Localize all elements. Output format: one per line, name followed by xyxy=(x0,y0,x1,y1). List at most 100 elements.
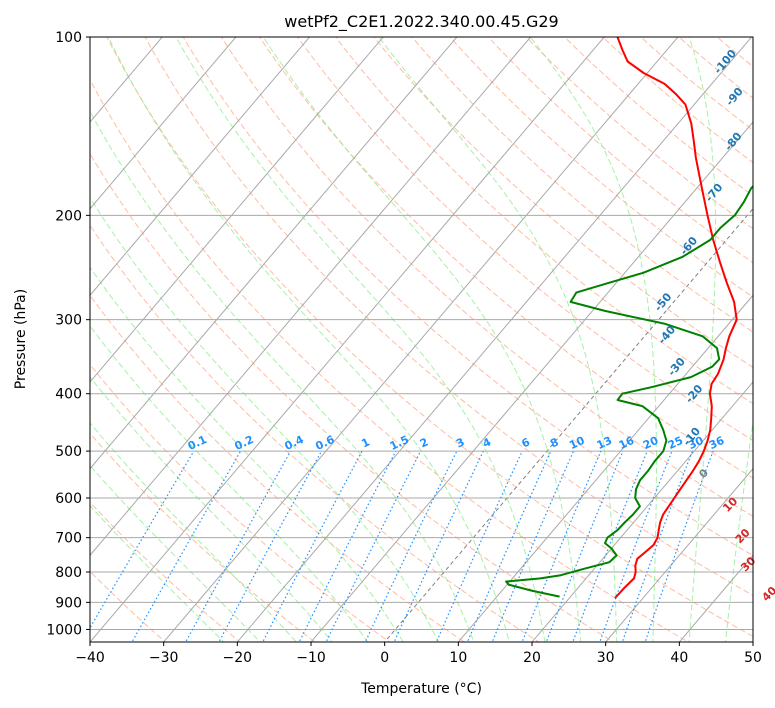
mixing-ratio-line xyxy=(364,450,458,642)
dry-adiabat-line xyxy=(449,37,753,298)
y-tick-label: 300 xyxy=(55,313,82,329)
y-tick-label: 500 xyxy=(55,444,82,460)
y-tick-label: 400 xyxy=(55,387,82,403)
dry-adiabat-line xyxy=(144,37,753,597)
dry-adiabat-label: -70 xyxy=(703,181,726,205)
dry-adiabat-line xyxy=(90,363,391,642)
moist-adiabat-line xyxy=(90,504,225,642)
dry-adiabat-line xyxy=(90,224,540,642)
x-tick-label: 50 xyxy=(744,650,762,666)
mixing-ratio-label: 25 xyxy=(666,434,685,452)
dry-adiabat-label: -60 xyxy=(677,234,700,258)
mixing-ratio-label: 13 xyxy=(595,434,614,452)
mixing-ratio-line xyxy=(521,450,602,642)
mixing-ratio-label: 0.2 xyxy=(233,433,256,453)
dry-adiabat-line xyxy=(678,37,753,99)
mixing-ratio-label: 16 xyxy=(617,434,637,452)
mixing-ratio-line xyxy=(599,450,673,642)
isotherm-line xyxy=(605,467,753,642)
isotherm-line xyxy=(310,121,753,642)
x-tick-label: 10 xyxy=(449,650,467,666)
moist-adiabat-line xyxy=(725,418,753,642)
mixing-ratio-label: 1.5 xyxy=(388,433,411,453)
isotherm-line xyxy=(163,37,679,642)
mixing-ratio-line xyxy=(218,450,323,642)
mixing-ratio-line xyxy=(185,450,292,642)
dry-adiabat-line xyxy=(297,37,753,442)
dry-adiabat-line xyxy=(182,37,753,557)
dry-adiabat-line xyxy=(90,294,466,642)
isotherm-line xyxy=(90,37,532,557)
y-axis-label: Pressure (hPa) xyxy=(13,289,29,389)
dry-adiabat-label: -20 xyxy=(683,382,706,406)
moist-adiabat-label: 40 xyxy=(759,584,775,604)
moist-adiabat-line xyxy=(262,37,582,642)
dry-adiabat-label: -80 xyxy=(722,130,745,154)
data-series xyxy=(505,37,753,599)
mixing-ratio-label: 4 xyxy=(481,435,494,450)
y-axis: 100 200 300 400 500 600 700 800 900 1000 xyxy=(46,30,90,638)
moist-adiabat-label: 0 xyxy=(696,466,711,481)
moist-adiabat-line xyxy=(90,422,297,642)
mixing-ratio-label: 1 xyxy=(359,435,371,450)
isotherm-line xyxy=(752,641,753,642)
mixing-ratio-label: 8 xyxy=(548,435,560,450)
x-axis: −40 −30 −20 −10 0 10 20 30 40 50 xyxy=(75,642,762,666)
dry-adiabat-line xyxy=(716,37,753,68)
mixing-ratio-label: 0.4 xyxy=(283,433,306,453)
dewpoint-profile-line xyxy=(505,184,753,598)
plot-frame xyxy=(89,36,754,643)
isotherm-line xyxy=(384,207,753,642)
y-tick-label: 100 xyxy=(55,30,82,46)
moist-adiabat-line xyxy=(90,110,475,642)
x-tick-label: 30 xyxy=(597,650,615,666)
x-tick-label: −40 xyxy=(75,650,105,666)
mixing-ratio-line xyxy=(325,450,422,642)
moist-adiabat-label: 10 xyxy=(720,494,740,514)
mixing-ratio-label: 0.1 xyxy=(186,433,209,453)
mixing-ratio-line xyxy=(298,450,397,642)
isotherm-line xyxy=(236,37,753,642)
dry-adiabat-line xyxy=(90,432,316,642)
dry-adiabat-label: -90 xyxy=(723,85,746,109)
mixing-ratio-line xyxy=(90,450,195,630)
moist-adiabat-line xyxy=(90,464,261,642)
dry-adiabat-line xyxy=(220,37,753,517)
moist-adiabat-line xyxy=(529,37,657,642)
moist-adiabat-line xyxy=(90,266,404,642)
mixing-ratio-label: 36 xyxy=(707,434,727,452)
isotherm-line xyxy=(678,554,753,642)
mixing-ratio-line xyxy=(491,450,575,642)
y-tick-label: 800 xyxy=(55,565,82,581)
moist-adiabat-line xyxy=(107,37,510,642)
mixing-ratio-line xyxy=(572,450,648,642)
mixing-ratio-label: 20 xyxy=(641,434,661,452)
moist-adiabat-label: 30 xyxy=(738,554,758,574)
mixing-ratio-line xyxy=(545,450,624,642)
mixing-ratio-label: 10 xyxy=(567,434,587,452)
y-tick-label: 600 xyxy=(55,491,82,507)
moist-adiabat-line xyxy=(175,37,546,642)
dry-adiabat-line xyxy=(90,78,690,642)
y-tick-label: 1000 xyxy=(46,622,82,638)
isotherm-line xyxy=(457,294,753,642)
moist-adiabat-line xyxy=(688,37,717,642)
mixing-ratio-line xyxy=(393,450,484,642)
isotherm-line xyxy=(90,37,311,297)
isotherm-line xyxy=(90,37,237,210)
dry-adiabat-line xyxy=(90,152,615,642)
moist-adiabat-line xyxy=(90,196,440,642)
mixing-ratio-line xyxy=(262,450,363,642)
x-tick-label: 0 xyxy=(380,650,389,666)
x-axis-label: Temperature (°C) xyxy=(360,681,482,697)
background-lines xyxy=(90,37,753,642)
mixing-ratio-label: 6 xyxy=(520,435,533,450)
x-tick-label: −30 xyxy=(149,650,179,666)
mixing-ratio-label: 30 xyxy=(686,434,706,452)
temperature-profile-line xyxy=(614,37,738,599)
dry-adiabat-label: -50 xyxy=(652,290,675,314)
y-tick-label: 700 xyxy=(55,531,82,547)
dry-adiabat-line xyxy=(106,37,753,638)
